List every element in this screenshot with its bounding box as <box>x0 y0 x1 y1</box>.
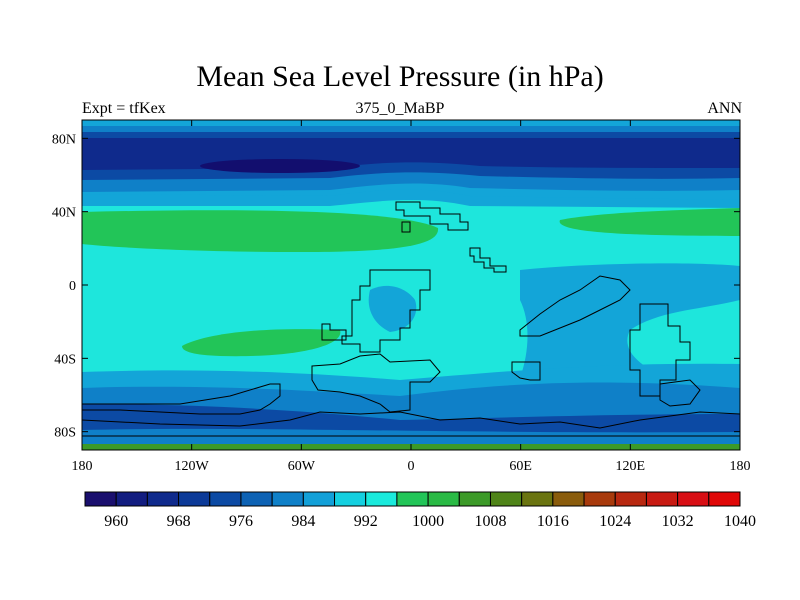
colorbar-swatch <box>645 491 679 507</box>
lon-tick-label: 0 <box>408 459 415 474</box>
colorbar-swatch <box>334 491 367 507</box>
longitude-axis: 180 120W 60W 0 60E 120E 180 <box>72 120 751 474</box>
colorbar-swatch <box>115 491 148 507</box>
coast-madagascar <box>511 361 541 381</box>
coast-new-zealand <box>659 379 701 407</box>
colorbar-swatch <box>365 491 398 507</box>
colorbar-label: 1040 <box>724 513 756 530</box>
colorbar-label: 1016 <box>537 513 569 530</box>
lon-tick-label: 120E <box>616 459 646 474</box>
coast-europe <box>395 201 469 231</box>
colorbar-swatch <box>614 491 647 507</box>
coast-island <box>401 221 411 233</box>
latitude-axis: 80N 40N 0 40S 80S <box>52 132 740 441</box>
colorbar-swatch <box>178 491 211 507</box>
coast-middle-east <box>469 247 507 273</box>
experiment-label: Expt = tfKex <box>82 100 166 117</box>
coastlines <box>82 201 740 437</box>
colorbar: 960 968 976 984 992 1000 1008 1016 1024 1032 1040 <box>84 491 756 530</box>
lon-tick-label: 60W <box>288 459 316 474</box>
field-high-pacific-north <box>559 208 740 236</box>
lon-tick-label: 180 <box>730 459 751 474</box>
field-high-south <box>182 329 341 357</box>
colorbar-label: 992 <box>354 513 378 530</box>
colorbar-label: 984 <box>291 513 315 530</box>
coast-australia <box>629 303 691 397</box>
colorbar-label: 1024 <box>599 513 631 530</box>
colorbar-swatch <box>521 491 554 507</box>
lon-tick-label: 120W <box>175 459 210 474</box>
colorbar-label: 1032 <box>662 513 694 530</box>
coast-india <box>519 275 631 337</box>
lon-tick-label: 60E <box>509 459 532 474</box>
coast-antarctica-west <box>82 383 281 415</box>
lat-tick-label: 0 <box>69 279 76 294</box>
colorbar-swatch <box>677 491 710 507</box>
colorbar-swatch <box>583 491 616 507</box>
colorbar-swatch <box>302 491 336 507</box>
lat-tick-label: 80N <box>52 132 76 147</box>
colorbar-swatch <box>708 491 741 507</box>
contour-fill <box>82 120 740 450</box>
field-low-north <box>200 159 360 173</box>
colorbar-label: 1000 <box>412 513 444 530</box>
period-label: 375_0_MaBP <box>355 100 445 117</box>
colorbar-label: 968 <box>167 513 191 530</box>
colorbar-swatch <box>146 491 180 507</box>
field-high-atlantic-north <box>82 210 439 252</box>
colorbar-swatch <box>209 491 242 507</box>
season-label: ANN <box>707 100 742 117</box>
map-title: Mean Sea Level Pressure (in hPa) <box>196 60 604 93</box>
lat-tick-label: 40N <box>52 206 76 221</box>
colorbar-label: 976 <box>229 513 253 530</box>
colorbar-label: 1008 <box>474 513 506 530</box>
colorbar-swatch <box>552 491 585 507</box>
coast-antarctica <box>82 411 740 429</box>
field-tropics-west <box>82 262 300 282</box>
colorbar-label: 960 <box>104 513 128 530</box>
colorbar-swatch <box>396 491 429 507</box>
field-band-north-5 <box>82 189 740 208</box>
lat-tick-label: 40S <box>54 352 76 367</box>
colorbar-swatch <box>458 491 491 507</box>
coast-south-america-tip <box>321 323 347 341</box>
colorbar-swatch <box>427 491 460 507</box>
colorbar-swatch <box>240 491 273 507</box>
field-tropics-atlantic <box>368 285 417 332</box>
coast-south-africa <box>311 353 441 413</box>
colorbar-swatch <box>489 491 523 507</box>
colorbar-swatch <box>84 491 117 507</box>
colorbar-swatch <box>271 491 304 507</box>
lon-tick-label: 180 <box>72 459 93 474</box>
lat-tick-label: 80S <box>54 426 76 441</box>
coast-africa-west <box>341 269 431 353</box>
